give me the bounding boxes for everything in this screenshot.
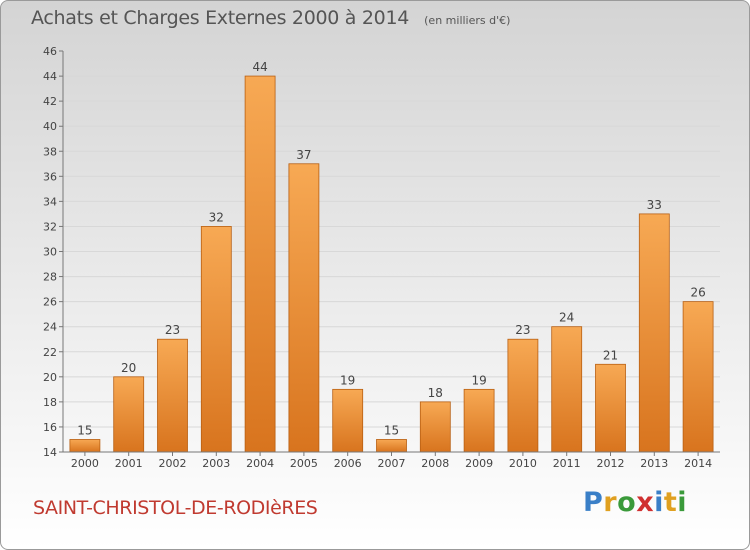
logo-letter: i — [654, 487, 664, 518]
x-tick-label: 2005 — [290, 457, 318, 470]
y-tick-label: 38 — [43, 145, 57, 158]
x-tick-label: 2013 — [640, 457, 668, 470]
x-tick-label: 2009 — [465, 457, 493, 470]
x-tick-label: 2007 — [378, 457, 406, 470]
data-label: 20 — [121, 361, 136, 375]
bar — [69, 439, 101, 453]
x-tick-label: 2012 — [597, 457, 625, 470]
x-tick-label: 2001 — [115, 457, 143, 470]
logo-letter: i — [677, 487, 688, 518]
bar — [288, 163, 320, 453]
x-tick-label: 2004 — [246, 457, 274, 470]
y-tick-label: 28 — [43, 271, 57, 284]
chart-title-block: Achats et Charges Externes 2000 à 2014 (… — [31, 7, 510, 29]
data-label: 37 — [296, 148, 311, 162]
location-name: SAINT-CHRISTOL-DE-RODIèRES — [33, 497, 318, 519]
bar — [157, 338, 188, 453]
bar — [507, 338, 539, 453]
y-tick-label: 46 — [43, 45, 57, 58]
proxiti-logo: Proxiti — [583, 487, 687, 518]
y-tick-label: 20 — [43, 371, 57, 384]
y-tick-label: 18 — [43, 396, 57, 409]
x-tick-label: 2003 — [202, 457, 230, 470]
x-tick-label: 2006 — [334, 457, 362, 470]
y-tick-label: 16 — [43, 421, 57, 434]
data-label: 32 — [209, 210, 224, 224]
y-tick-label: 26 — [43, 296, 57, 309]
chart-title: Achats et Charges Externes 2000 à 2014 — [31, 7, 410, 29]
data-label: 33 — [647, 198, 662, 212]
y-tick-label: 44 — [43, 70, 57, 83]
bar — [113, 376, 145, 453]
x-tick-label: 2000 — [71, 457, 99, 470]
data-label: 23 — [515, 323, 530, 337]
bar — [551, 326, 583, 453]
y-tick-label: 30 — [43, 246, 57, 259]
axes: 14 16 18 20 22 24 26 28 30 32 34 36 38 40 42 44 46 2000 20… — [43, 45, 720, 470]
x-tick-label: 2010 — [509, 457, 537, 470]
bar — [376, 439, 407, 453]
x-tick-label: 2002 — [159, 457, 187, 470]
data-label: 19 — [471, 373, 486, 387]
x-tick-label: 2008 — [421, 457, 449, 470]
data-label: 15 — [384, 423, 399, 437]
bar — [244, 75, 276, 453]
bar — [332, 388, 364, 453]
y-tick-label: 36 — [43, 170, 57, 183]
data-label: 44 — [252, 60, 267, 74]
data-label: 19 — [340, 373, 355, 387]
logo-letter: P — [583, 487, 604, 518]
data-label: 18 — [428, 386, 443, 400]
bar — [682, 301, 714, 453]
chart-unit: (en milliers d'€) — [424, 14, 511, 27]
bar — [463, 388, 495, 453]
y-tick-label: 42 — [43, 95, 57, 108]
logo-letter: x — [636, 487, 655, 518]
data-label: 24 — [559, 311, 574, 325]
x-tick-label: 2014 — [684, 457, 712, 470]
x-tick-label: 2011 — [553, 457, 581, 470]
logo-letter: o — [617, 487, 637, 518]
y-tick-label: 22 — [43, 346, 57, 359]
y-tick-label: 40 — [43, 120, 57, 133]
data-label: 26 — [690, 286, 705, 300]
data-label: 21 — [603, 348, 618, 362]
y-tick-label: 32 — [43, 220, 57, 233]
logo-letter: t — [663, 487, 678, 518]
bar — [200, 226, 232, 453]
y-tick-label: 14 — [43, 446, 57, 459]
y-tick-label: 24 — [43, 321, 57, 334]
bar — [595, 363, 626, 453]
bar — [638, 213, 670, 453]
y-tick-label: 34 — [43, 195, 57, 208]
bar — [419, 401, 451, 453]
data-label: 23 — [165, 323, 180, 337]
logo-letter: r — [603, 487, 618, 518]
bars: 15 20 23 32 44 37 19 15 18 19 23 24 21 33 26 — [69, 60, 714, 453]
data-label: 15 — [77, 423, 92, 437]
